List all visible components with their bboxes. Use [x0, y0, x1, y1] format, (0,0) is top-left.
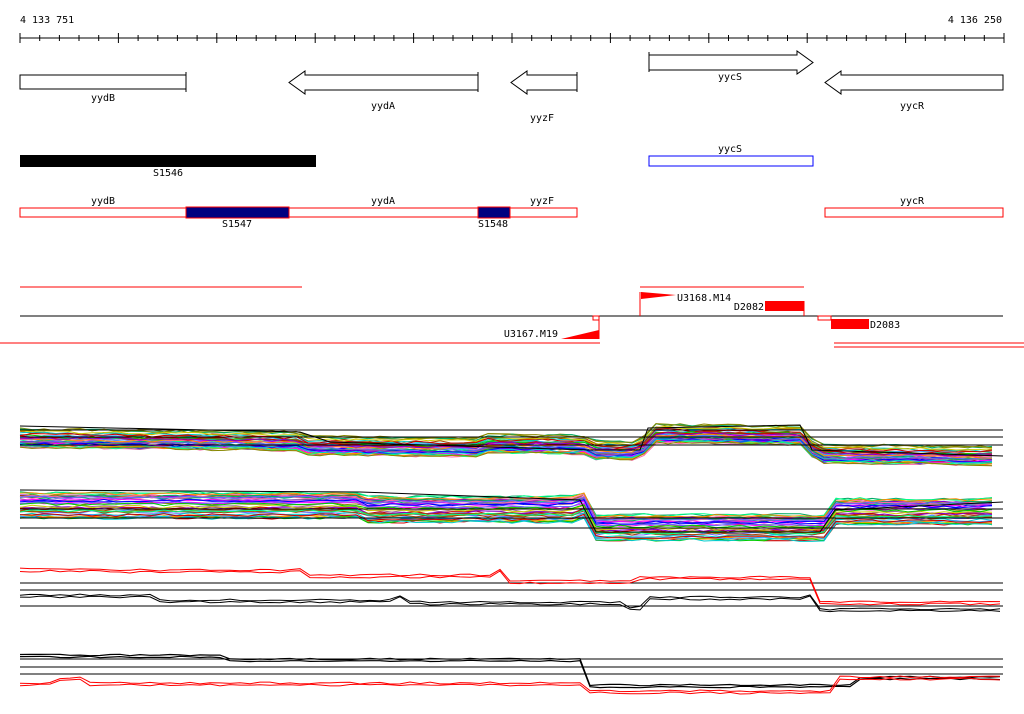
gene-yydA[interactable]: yydA	[288, 70, 479, 112]
feature-D2083[interactable]: D2083	[817, 315, 900, 331]
gene-yycR[interactable]: yycR	[824, 70, 1004, 112]
segment-yyzF-bar[interactable]	[509, 207, 578, 218]
segment-label-S1546: S1546	[153, 168, 183, 179]
segment-track-1: S1546 yycS	[20, 144, 814, 179]
gene-yyzF[interactable]: yyzF	[510, 70, 578, 124]
segment-label-yydA: yydA	[371, 196, 395, 207]
gene-label-yydA: yydA	[371, 101, 395, 112]
segment-label-yyzF: yyzF	[530, 196, 554, 207]
gene-label-yycR: yycR	[900, 101, 925, 112]
profile-panel-black-red-2	[19, 653, 1003, 695]
ruler-ticks	[19, 33, 1005, 43]
feature-U3168-M14[interactable]: U3168.M14	[639, 292, 731, 316]
feature-label-D2082: D2082	[734, 302, 764, 313]
profile-panel-multi-1	[19, 423, 1004, 467]
segment-S1547[interactable]	[185, 206, 290, 219]
segment-yydB-bar[interactable]	[19, 207, 187, 218]
gene-label-yyzF: yyzF	[530, 113, 554, 124]
coordinate-ruler: 4 133 751 4 136 250	[19, 15, 1005, 43]
segment-yycS-box[interactable]	[648, 155, 814, 167]
ruler-start-label: 4 133 751	[20, 15, 74, 26]
feature-U3167-M19[interactable]: U3167.M19	[504, 315, 600, 340]
ruler-end-label: 4 136 250	[948, 15, 1002, 26]
gene-yydB[interactable]: yydB	[19, 72, 187, 104]
profile-panel-multi-2	[19, 489, 1004, 542]
segment-S1548[interactable]	[477, 206, 511, 219]
segment-label-yydB: yydB	[91, 196, 115, 207]
segment-track-2: yydB yydA yyzF yycR S1547 S1548	[19, 196, 1004, 230]
segment-label-S1548: S1548	[478, 219, 508, 230]
gene-label-yycS: yycS	[718, 72, 742, 83]
gene-label-yydB: yydB	[91, 93, 115, 104]
profile-panel-red-black-1	[19, 567, 1003, 613]
feature-label-U3168: U3168.M14	[677, 293, 731, 304]
expression-profiles	[19, 423, 1004, 695]
gene-yycS[interactable]: yycS	[648, 50, 814, 83]
segment-label-yycS: yycS	[718, 144, 742, 155]
segment-yycR-bar[interactable]	[824, 207, 1004, 218]
feature-label-D2083: D2083	[870, 320, 900, 331]
gene-track: yydB yydA yyzF yycS yycR	[19, 50, 1004, 124]
feature-track: U3168.M14 D2082 U3167.M19 D2083	[0, 286, 1024, 348]
feature-label-U3167: U3167.M19	[504, 329, 558, 340]
segment-S1546[interactable]	[20, 155, 316, 167]
segment-label-yycR: yycR	[900, 196, 925, 207]
segment-label-S1547: S1547	[222, 219, 252, 230]
segment-yydA-bar[interactable]	[288, 207, 479, 218]
feature-D2082[interactable]: D2082	[734, 301, 805, 316]
